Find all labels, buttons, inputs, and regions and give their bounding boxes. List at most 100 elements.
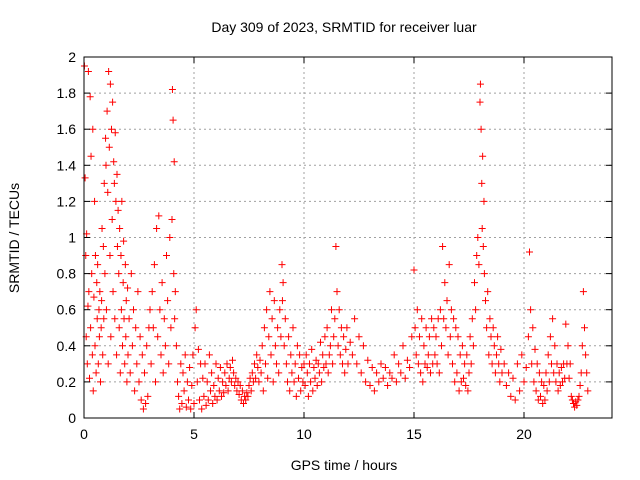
data-point — [518, 351, 526, 359]
data-point — [193, 378, 201, 386]
data-point — [82, 252, 90, 260]
data-point — [100, 179, 108, 187]
data-point — [288, 369, 296, 377]
data-point — [420, 342, 428, 350]
data-point — [110, 179, 118, 187]
data-point — [218, 392, 225, 400]
data-point — [406, 363, 414, 371]
data-point — [282, 360, 290, 368]
data-point — [433, 360, 441, 368]
data-point — [156, 306, 164, 314]
data-point — [109, 98, 117, 106]
data-point — [270, 297, 278, 305]
data-point — [236, 382, 244, 390]
data-point — [94, 360, 102, 368]
data-point — [312, 356, 320, 364]
data-point — [500, 360, 508, 368]
data-point — [469, 342, 477, 350]
data-point — [143, 342, 151, 350]
data-point — [262, 360, 269, 368]
data-point — [299, 378, 307, 386]
data-point — [553, 360, 561, 368]
data-point — [255, 378, 263, 386]
data-point — [117, 252, 125, 260]
chart-title: Day 309 of 2023, SRMTID for receiver lua… — [211, 19, 477, 35]
data-point — [445, 261, 453, 269]
data-point — [113, 170, 121, 178]
data-point — [267, 351, 275, 359]
data-point — [293, 342, 301, 350]
data-point — [479, 243, 487, 251]
data-point — [323, 324, 331, 332]
data-point — [472, 306, 480, 314]
data-point — [509, 374, 517, 382]
data-point — [440, 315, 448, 323]
data-point — [191, 324, 199, 332]
data-point — [475, 261, 483, 269]
data-point — [188, 382, 196, 390]
data-point — [116, 224, 124, 232]
data-point — [438, 342, 445, 350]
data-point — [425, 333, 433, 341]
data-point — [141, 369, 148, 377]
data-point — [386, 369, 394, 377]
data-point — [103, 107, 111, 115]
y-tick-label: 2 — [68, 49, 76, 65]
data-point — [89, 125, 97, 133]
data-point — [110, 158, 118, 166]
data-point — [452, 324, 460, 332]
data-point — [314, 360, 322, 368]
data-point — [582, 351, 590, 359]
data-point — [96, 288, 104, 296]
data-point — [120, 237, 128, 245]
data-point — [485, 351, 493, 359]
y-tick-label: 0 — [68, 410, 76, 426]
data-point — [121, 360, 129, 368]
x-tick-label: 5 — [190, 426, 198, 442]
data-point — [93, 279, 101, 287]
data-point — [397, 369, 405, 377]
data-point — [256, 356, 264, 364]
data-point — [496, 378, 504, 386]
x-tick-label: 20 — [516, 426, 532, 442]
data-point — [91, 252, 99, 260]
x-tick-label: 0 — [80, 426, 88, 442]
data-point — [81, 174, 89, 182]
data-point — [208, 369, 216, 377]
data-point — [122, 297, 130, 305]
data-point — [573, 401, 581, 409]
data-point — [226, 363, 234, 371]
data-point — [117, 306, 125, 314]
x-tick-label: 10 — [296, 426, 312, 442]
data-point — [516, 387, 524, 395]
data-point — [214, 374, 222, 382]
data-point — [212, 360, 220, 368]
data-point — [317, 338, 324, 346]
data-point — [225, 374, 233, 382]
data-point — [259, 387, 267, 395]
data-point — [576, 382, 584, 390]
data-point — [194, 345, 202, 353]
x-tick-label: 15 — [406, 426, 422, 442]
data-point — [263, 306, 271, 314]
data-points — [80, 62, 592, 413]
data-point — [135, 378, 143, 386]
data-point — [291, 360, 299, 368]
data-point — [190, 400, 198, 408]
data-point — [413, 306, 421, 314]
data-point — [124, 351, 132, 359]
data-point — [240, 400, 247, 408]
data-point — [126, 369, 134, 377]
y-tick-label: 0.4 — [57, 338, 77, 354]
data-point — [247, 387, 255, 395]
data-point — [353, 360, 361, 368]
data-point — [493, 351, 500, 359]
data-point — [441, 279, 449, 287]
data-point — [97, 324, 105, 332]
data-point — [381, 363, 389, 371]
data-point — [118, 197, 126, 205]
data-point — [292, 392, 300, 400]
data-point — [488, 360, 496, 368]
data-point — [271, 342, 279, 350]
data-point — [310, 363, 318, 371]
